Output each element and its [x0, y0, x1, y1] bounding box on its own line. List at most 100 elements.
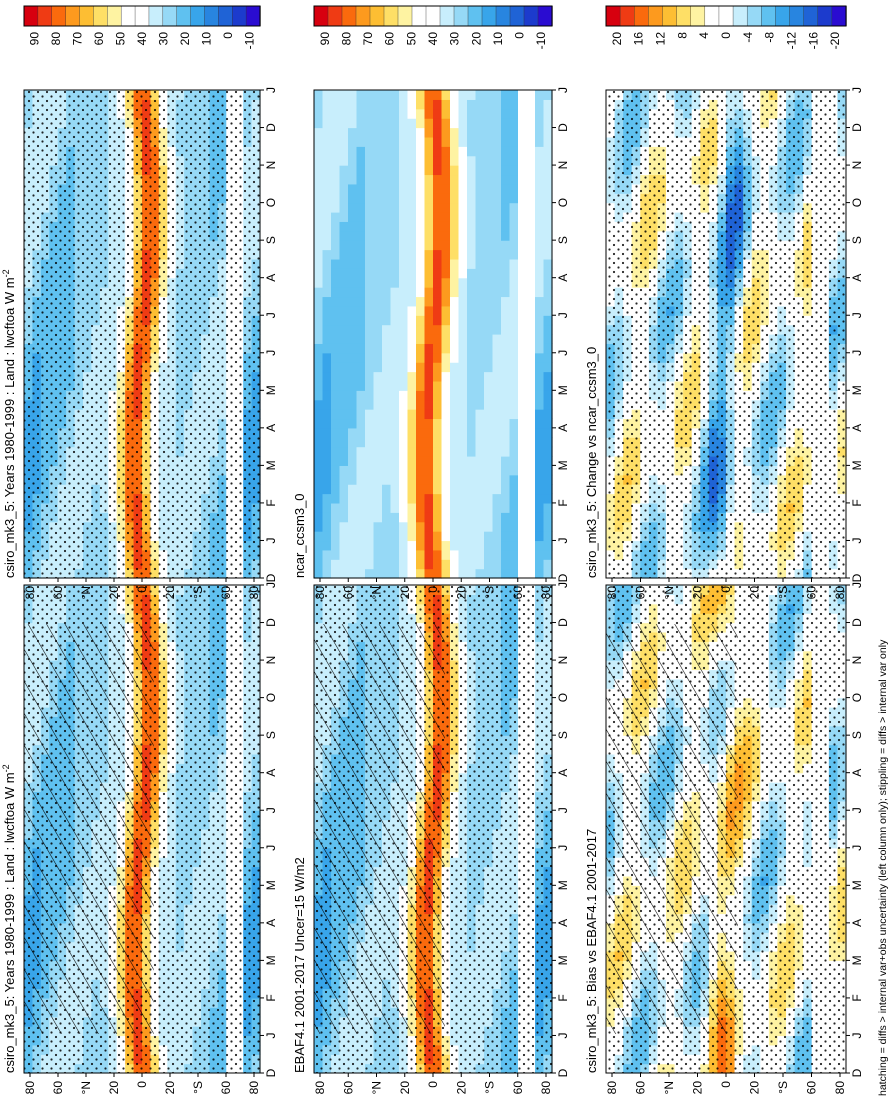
field-cell	[356, 456, 366, 466]
field-cell	[373, 258, 383, 269]
field-cell	[348, 277, 358, 288]
field-cell	[314, 202, 324, 213]
field-cell	[314, 540, 324, 551]
field-cell	[373, 240, 383, 251]
colorbar-label: 90	[28, 32, 42, 46]
field-cell	[365, 456, 375, 466]
field-cell	[314, 108, 324, 119]
field-cell	[373, 334, 383, 344]
field-cell	[356, 268, 366, 279]
month-tick-label: J	[556, 807, 570, 813]
colorbar-swatch	[120, 5, 136, 27]
field-cell	[348, 568, 358, 579]
field-cell	[373, 456, 383, 466]
field-cell	[331, 568, 341, 579]
field-cell	[356, 155, 366, 166]
field-cell	[348, 118, 358, 129]
latitude-tick-label: 0	[135, 1081, 149, 1088]
field-cell	[356, 493, 366, 504]
field-cell	[356, 324, 366, 335]
month-tick-label: A	[556, 769, 570, 777]
latitude-tick-label: 80	[313, 1081, 327, 1095]
field-cell	[356, 380, 366, 391]
field-cell	[365, 174, 375, 185]
field-cell	[314, 212, 324, 222]
colorbar-label: 60	[92, 32, 106, 46]
field-cell	[314, 343, 324, 354]
field-cell	[322, 493, 332, 504]
latitude-tick-label: 60	[51, 1081, 65, 1095]
field-cell	[339, 305, 349, 316]
field-cell	[331, 493, 341, 504]
colorbar-frame	[23, 5, 261, 27]
field-cell	[331, 474, 341, 485]
field-cell	[322, 399, 332, 410]
month-tick-label: S	[264, 731, 278, 739]
field-cell	[365, 136, 375, 147]
month-tick-label: J	[264, 312, 278, 318]
field-cell	[373, 427, 383, 438]
field-cell	[373, 165, 383, 176]
field-cell	[314, 465, 324, 476]
field-cell	[365, 240, 375, 251]
colorbar-swatch	[134, 5, 150, 27]
field-cell	[331, 380, 341, 391]
field-cell	[314, 118, 324, 129]
field-cell	[365, 277, 375, 288]
latitude-tick-label: 0	[135, 586, 149, 593]
field-cell	[314, 352, 324, 363]
field-cell	[373, 559, 383, 570]
field-cell	[322, 155, 332, 166]
field-cell	[348, 362, 358, 373]
field-cell	[322, 549, 332, 560]
field-cell	[314, 249, 324, 260]
field-cell	[365, 437, 375, 448]
field-cell	[356, 568, 366, 579]
field-cell	[322, 165, 332, 176]
field-cell	[348, 165, 358, 176]
field-cell	[348, 305, 358, 316]
title-superscript: -2	[1, 764, 11, 772]
field-cell	[365, 390, 375, 401]
latitude-tick-label: 20	[454, 1081, 468, 1095]
latitude-tick-label: 80	[247, 586, 261, 600]
field-cell	[373, 549, 383, 560]
field-cell	[322, 362, 332, 373]
field-cell	[365, 512, 375, 523]
field-cell	[314, 362, 324, 373]
field-cell	[331, 212, 341, 222]
field-cell	[365, 531, 375, 542]
field-cell	[365, 559, 375, 570]
field-cell	[382, 296, 392, 307]
field-cell	[373, 484, 383, 495]
field-cell	[356, 183, 366, 194]
field-cell	[382, 484, 392, 495]
field-cell	[382, 305, 392, 316]
field-cell	[322, 409, 332, 420]
field-cell	[331, 512, 341, 523]
field-cell	[365, 362, 375, 373]
field-cell	[356, 512, 366, 523]
field-cell	[365, 127, 375, 138]
field-cell	[322, 371, 332, 382]
field-cell	[365, 324, 375, 335]
field-cell	[339, 324, 349, 335]
field-cell	[365, 343, 375, 354]
field-cell	[339, 136, 349, 147]
field-cell	[373, 277, 383, 288]
field-cell	[331, 324, 341, 335]
field-cell	[331, 315, 341, 326]
field-cell	[348, 502, 358, 513]
field-cell	[382, 531, 392, 542]
field-cell	[331, 258, 341, 269]
field-cell	[365, 418, 375, 429]
field-cell	[356, 258, 366, 269]
month-tick-label: J	[264, 845, 278, 851]
field-cell	[331, 418, 341, 429]
latitude-tick-label: °S	[191, 586, 205, 599]
field-cell	[331, 108, 341, 119]
field-cell	[331, 531, 341, 542]
field-cell	[365, 399, 375, 410]
